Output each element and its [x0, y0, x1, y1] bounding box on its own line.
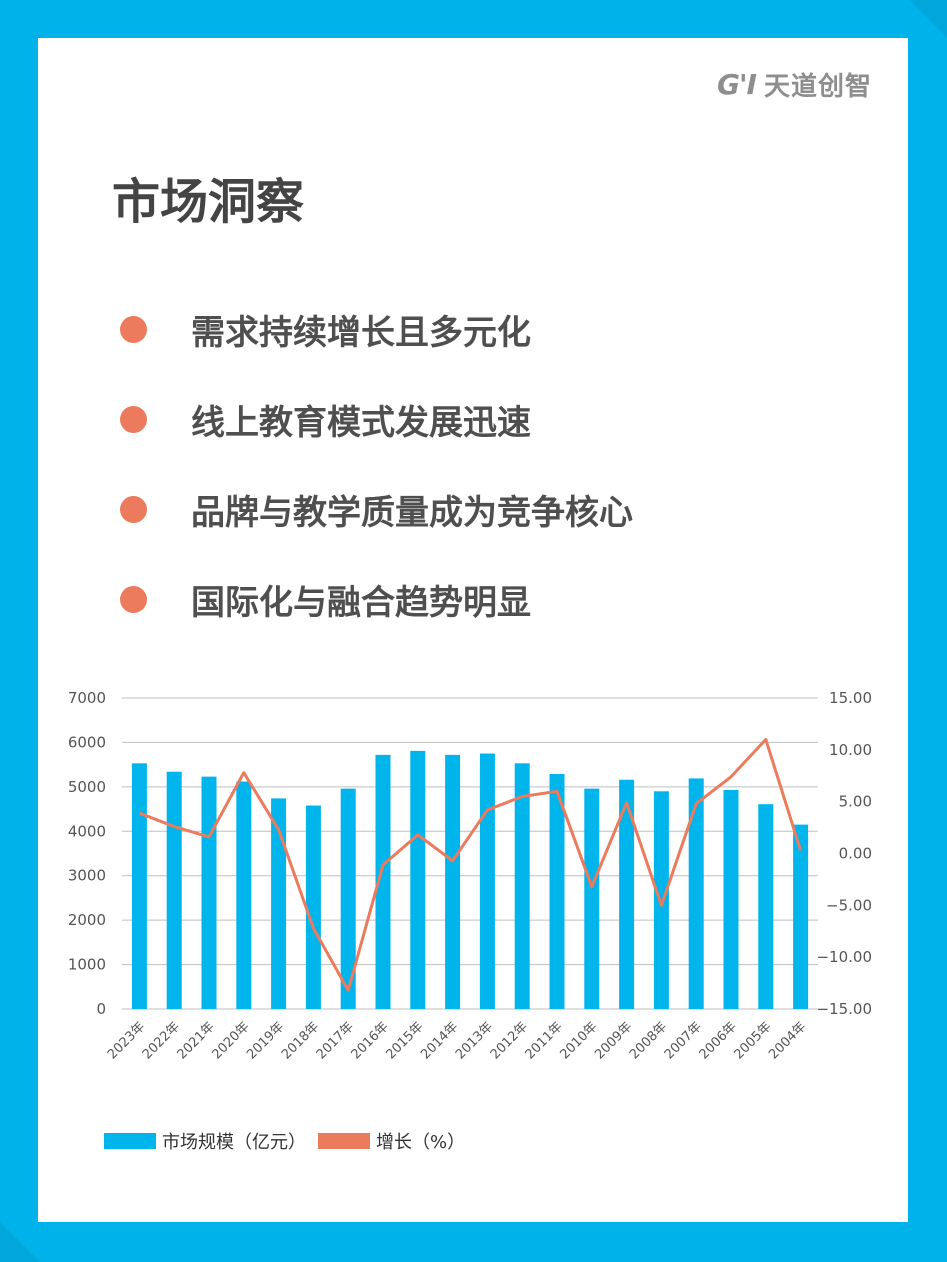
- x-tick-label: 2005年: [731, 1019, 774, 1062]
- x-tick-label: 2019年: [244, 1019, 287, 1062]
- y2-tick-label: 10.00: [829, 741, 872, 759]
- x-tick-label: 2018年: [279, 1019, 322, 1062]
- bar: [271, 798, 287, 1009]
- y-tick-label: 2000: [68, 911, 106, 929]
- y2-tick-label: 0.00: [839, 845, 872, 863]
- insight-list: 需求持续增长且多元化 线上教育模式发展迅速 品牌与教学质量成为竞争核心 国际化与…: [120, 284, 633, 644]
- brand-logo: G'I 天道创智: [717, 66, 872, 103]
- insight-text: 需求持续增长且多元化: [191, 312, 531, 353]
- x-tick-label: 2009年: [592, 1019, 635, 1062]
- legend-label: 增长（%）: [376, 1132, 465, 1153]
- y-tick-label: 0: [96, 1000, 106, 1018]
- bullet-dot-icon: [120, 405, 147, 433]
- corner-decoration-top-right: [909, 0, 947, 38]
- bar: [201, 776, 217, 1009]
- y2-tick-label: 15.00: [829, 689, 872, 707]
- brand-name: 天道创智: [763, 72, 872, 102]
- insight-text: 品牌与教学质量成为竞争核心: [191, 492, 633, 533]
- insight-item: 线上教育模式发展迅速: [120, 374, 633, 464]
- bar: [375, 754, 391, 1009]
- y-tick-label: 1000: [68, 956, 106, 974]
- bar: [793, 824, 809, 1009]
- bar: [653, 791, 669, 1009]
- x-tick-label: 2012年: [488, 1019, 531, 1062]
- x-tick-label: 2022年: [140, 1019, 183, 1062]
- insight-text: 国际化与融合趋势明显: [191, 582, 531, 623]
- bar: [410, 750, 426, 1009]
- page-title: 市场洞察: [112, 174, 305, 230]
- y-tick-label: 5000: [68, 778, 106, 796]
- x-tick-label: 2014年: [418, 1019, 461, 1062]
- x-tick-label: 2004年: [766, 1019, 809, 1062]
- x-tick-label: 2011年: [523, 1019, 566, 1062]
- bullet-dot-icon: [120, 315, 147, 343]
- bar: [723, 789, 739, 1009]
- y-tick-label: 7000: [68, 689, 106, 707]
- x-tick-label: 2015年: [383, 1019, 426, 1062]
- legend-label: 市场规模（亿元）: [162, 1132, 306, 1153]
- bar: [445, 754, 461, 1009]
- insight-item: 国际化与融合趋势明显: [120, 554, 633, 644]
- bar: [514, 763, 530, 1009]
- y-tick-label: 3000: [68, 867, 106, 885]
- bar: [619, 779, 635, 1009]
- content-card: G'I 天道创智 市场洞察 需求持续增长且多元化 线上教育模式发展迅速 品牌与教…: [38, 38, 908, 1222]
- legend-line-swatch: [318, 1133, 370, 1149]
- insight-item: 品牌与教学质量成为竞争核心: [120, 464, 633, 554]
- bar: [131, 763, 147, 1009]
- x-tick-label: 2007年: [662, 1019, 705, 1062]
- x-tick-label: 2020年: [209, 1019, 252, 1062]
- x-tick-label: 2017年: [314, 1019, 357, 1062]
- brand-mark: G'I: [717, 68, 757, 101]
- x-tick-label: 2021年: [175, 1019, 218, 1062]
- x-tick-label: 2016年: [349, 1019, 392, 1062]
- y2-tick-label: 5.00: [839, 793, 872, 811]
- growth-line: [138, 737, 803, 992]
- x-tick-label: 2013年: [453, 1019, 496, 1062]
- legend-bar-swatch: [104, 1133, 156, 1149]
- x-tick-label: 2006年: [697, 1019, 740, 1062]
- insight-item: 需求持续增长且多元化: [120, 284, 633, 374]
- y2-tick-label: −5.00: [826, 896, 872, 914]
- y2-tick-label: −15.00: [816, 1000, 872, 1018]
- y2-tick-label: −10.00: [816, 948, 872, 966]
- corner-decoration-bottom-left: [0, 1222, 40, 1262]
- bullet-dot-icon: [120, 585, 147, 613]
- y-tick-label: 4000: [68, 822, 106, 840]
- bar: [305, 805, 321, 1009]
- y-tick-label: 6000: [68, 733, 106, 751]
- insight-text: 线上教育模式发展迅速: [191, 402, 531, 443]
- bullet-dot-icon: [120, 495, 147, 523]
- bar: [549, 773, 565, 1009]
- bar: [166, 771, 182, 1009]
- x-tick-label: 2023年: [105, 1019, 148, 1062]
- bar: [688, 778, 704, 1009]
- bar: [584, 788, 600, 1009]
- x-tick-label: 2010年: [557, 1019, 600, 1062]
- bar: [236, 781, 252, 1009]
- bar: [340, 788, 356, 1009]
- bar: [479, 753, 495, 1009]
- x-tick-label: 2008年: [627, 1019, 670, 1062]
- bar: [758, 804, 774, 1009]
